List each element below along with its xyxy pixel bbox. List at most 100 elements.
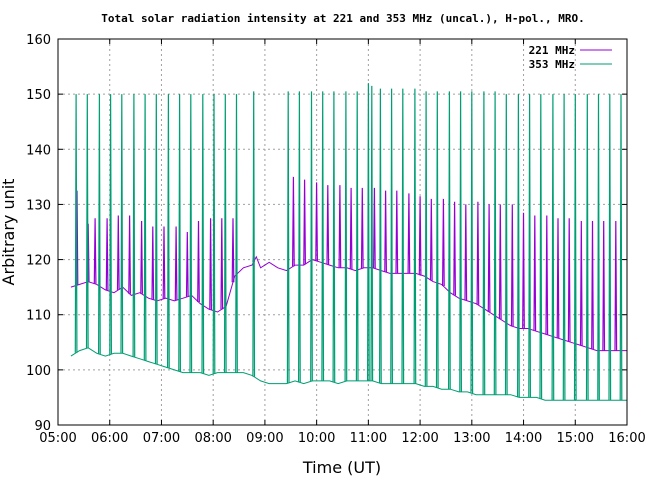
- spike-353-mhz: [178, 94, 181, 372]
- spike-221-mhz: [140, 220, 143, 294]
- spike-353-mhz: [493, 91, 497, 395]
- y-tick-labels: 90 100 110 120 130 140 150 160: [26, 33, 51, 434]
- y-tick-label: 160: [26, 33, 51, 48]
- spike-353-mhz: [516, 94, 520, 398]
- x-tick-label: 06:00: [91, 431, 128, 446]
- spike-221-mhz: [476, 201, 480, 305]
- spike-221-mhz: [303, 179, 306, 265]
- spike-221-mhz: [93, 218, 97, 284]
- spike-353-mhz: [482, 91, 486, 395]
- spike-353-mhz: [367, 83, 370, 381]
- spike-353-mhz: [401, 88, 405, 384]
- spike-221-mhz: [533, 215, 537, 331]
- spike-221-mhz: [292, 176, 295, 267]
- x-tick-label: 14:00: [505, 431, 542, 446]
- x-tick-label: 12:00: [401, 431, 438, 446]
- spike-353-mhz: [154, 94, 158, 365]
- spike-221-mhz: [522, 212, 525, 329]
- spike-221-mhz: [429, 198, 433, 281]
- spike-221-mhz: [510, 204, 514, 327]
- y-tick-label: 100: [26, 364, 51, 379]
- spike-353-mhz: [344, 91, 348, 382]
- spike-353-mhz: [448, 91, 451, 390]
- spike-353-mhz: [252, 91, 256, 377]
- spike-353-mhz: [298, 91, 301, 383]
- spike-353-mhz: [619, 94, 623, 401]
- spike-353-mhz: [143, 94, 147, 361]
- x-tick-label: 11:00: [350, 431, 387, 446]
- spike-353-mhz: [74, 94, 78, 353]
- series-line-353-mhz: [70, 347, 627, 401]
- spike-221-mhz: [418, 196, 422, 275]
- spike-353-mhz: [528, 94, 532, 398]
- spike-353-mhz: [201, 94, 205, 374]
- y-tick-label: 150: [26, 88, 51, 103]
- x-tick-labels: 05:00 06:00 07:00 08:00 09:00 10:00 11:00 12:00…: [39, 431, 645, 446]
- spike-353-mhz: [573, 94, 577, 401]
- y-tick-label: 130: [26, 198, 51, 213]
- spike-353-mhz: [608, 94, 612, 401]
- spike-221-mhz: [556, 218, 560, 339]
- spike-221-mhz: [567, 218, 571, 342]
- spike-221-mhz: [349, 187, 353, 270]
- x-tick-label: 16:00: [608, 431, 645, 446]
- x-axis-label: Time (UT): [302, 458, 381, 477]
- spike-353-mhz: [223, 94, 227, 373]
- spike-353-mhz: [286, 91, 290, 384]
- spike-221-mhz: [338, 185, 342, 268]
- plot-area-border: [57, 38, 628, 426]
- spike-221-mhz: [162, 226, 166, 299]
- spike-353-mhz: [470, 91, 474, 394]
- y-tick-label: 120: [26, 254, 51, 269]
- spike-221-mhz: [602, 220, 606, 351]
- legend-label-221-mhz: 221 MHz: [529, 44, 575, 57]
- series-lines: [70, 83, 627, 401]
- spike-221-mhz: [315, 182, 318, 262]
- spike-221-mhz: [197, 220, 200, 303]
- x-tick-label: 15:00: [557, 431, 594, 446]
- x-tick-label: 08:00: [194, 431, 231, 446]
- spike-353-mhz: [413, 88, 417, 384]
- spike-221-mhz: [614, 220, 618, 351]
- spike-353-mhz: [597, 94, 600, 401]
- spike-221-mhz: [579, 220, 583, 346]
- spike-353-mhz: [167, 94, 170, 368]
- spike-353-mhz: [562, 94, 566, 401]
- spike-353-mhz: [504, 94, 508, 395]
- x-tick-label: 13:00: [453, 431, 490, 446]
- spike-353-mhz: [235, 94, 238, 373]
- spike-221-mhz: [487, 204, 491, 313]
- spike-353-mhz: [370, 85, 374, 381]
- spike-221-mhz: [384, 190, 387, 273]
- spike-353-mhz: [379, 88, 382, 384]
- spike-353-mhz: [551, 94, 555, 401]
- spike-353-mhz: [321, 91, 325, 381]
- chart-title: Total solar radiation intensity at 221 a…: [101, 12, 584, 25]
- spike-221-mhz: [174, 226, 178, 301]
- spike-221-mhz: [442, 198, 445, 287]
- spike-353-mhz: [189, 94, 193, 373]
- spike-221-mhz: [545, 215, 549, 335]
- spike-353-mhz: [109, 94, 112, 355]
- x-tick-label: 07:00: [143, 431, 180, 446]
- spike-353-mhz: [539, 94, 543, 399]
- y-tick-label: 110: [26, 309, 51, 324]
- spike-353-mhz: [585, 94, 589, 401]
- spike-353-mhz: [459, 91, 462, 392]
- spike-221-mhz: [326, 185, 330, 265]
- spike-353-mhz: [332, 91, 336, 383]
- spike-221-mhz: [128, 215, 131, 294]
- spike-221-mhz: [360, 187, 364, 269]
- spike-221-mhz: [395, 190, 399, 274]
- spike-353-mhz: [310, 91, 313, 382]
- spike-221-mhz: [591, 220, 594, 350]
- spike-221-mhz: [453, 201, 456, 296]
- x-tick-label: 10:00: [298, 431, 335, 446]
- spike-353-mhz: [435, 91, 439, 388]
- spike-221-mhz: [185, 231, 189, 297]
- spike-353-mhz: [98, 94, 101, 355]
- spike-353-mhz: [355, 91, 359, 381]
- spike-221-mhz: [105, 218, 109, 291]
